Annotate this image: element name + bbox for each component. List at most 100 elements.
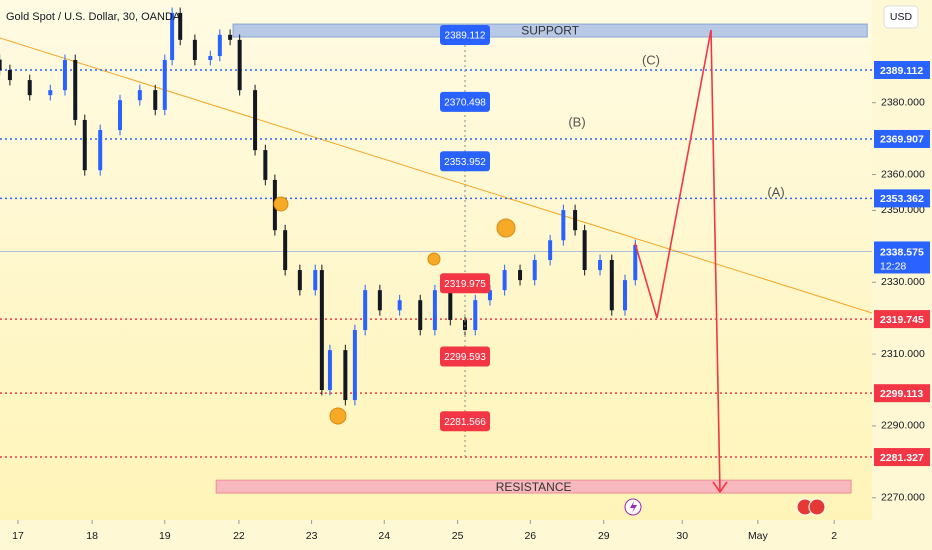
x-tick-label: May bbox=[748, 530, 769, 542]
candle-body bbox=[263, 150, 268, 180]
candle-body bbox=[598, 260, 603, 271]
x-tick-label: 26 bbox=[524, 530, 536, 542]
wave-label: (A) bbox=[767, 184, 784, 199]
candle-body bbox=[548, 240, 553, 260]
candle-body bbox=[432, 290, 437, 331]
level-tag-label: 2299.113 bbox=[880, 388, 923, 400]
zone bbox=[215, 479, 852, 494]
candle-body bbox=[73, 59, 78, 120]
zone-label: SUPPORT bbox=[521, 24, 579, 38]
candle-body bbox=[623, 280, 628, 311]
event-icon[interactable] bbox=[808, 498, 826, 516]
level-tag bbox=[874, 189, 930, 208]
y-tick-label: 2270.000 bbox=[881, 492, 925, 504]
candle-body bbox=[178, 12, 183, 40]
level-tag-label: 2369.907 bbox=[880, 134, 924, 146]
level-tag-label: 2319.745 bbox=[880, 314, 924, 326]
level-tag bbox=[874, 448, 930, 467]
candle-body bbox=[217, 34, 222, 57]
x-tick-label: 19 bbox=[159, 530, 171, 542]
candle-body bbox=[162, 59, 167, 110]
x-tick-label: 25 bbox=[452, 530, 464, 542]
y-tick-label: 2380.000 bbox=[881, 96, 925, 108]
candle-body bbox=[418, 300, 423, 331]
currency-button[interactable] bbox=[883, 5, 919, 29]
candle-body bbox=[633, 244, 638, 281]
candle-body bbox=[297, 270, 302, 291]
candle-body bbox=[582, 230, 587, 271]
candle-body bbox=[153, 90, 158, 110]
level-tag bbox=[874, 384, 930, 403]
measure-box bbox=[440, 411, 490, 432]
candle-body bbox=[283, 230, 288, 271]
candle-body bbox=[518, 270, 523, 281]
marker bbox=[273, 196, 289, 212]
projection-path bbox=[634, 29, 721, 493]
measure-box bbox=[440, 273, 490, 294]
y-tick-label: 2330.000 bbox=[881, 276, 925, 288]
candle-body bbox=[253, 90, 258, 151]
candle-body bbox=[327, 350, 332, 390]
level-tag-label: 2353.362 bbox=[880, 193, 924, 205]
trendline bbox=[0, 37, 873, 314]
candle-body bbox=[609, 260, 614, 311]
candle-body bbox=[532, 260, 537, 281]
currency[interactable]: USD bbox=[890, 11, 913, 23]
candle-body bbox=[237, 39, 242, 91]
x-tick-label: 29 bbox=[598, 530, 610, 542]
candle-body bbox=[208, 56, 213, 60]
candle-body bbox=[448, 290, 453, 320]
candle-body bbox=[98, 130, 103, 171]
x-tick-label: 18 bbox=[86, 530, 98, 542]
zone-label: RESISTANCE bbox=[496, 480, 572, 494]
candle-body bbox=[118, 100, 123, 130]
candle-body bbox=[473, 300, 478, 331]
wave-label: (B) bbox=[568, 114, 585, 129]
measure-box bbox=[440, 151, 490, 172]
x-tick-label: 17 bbox=[12, 530, 24, 542]
measure-label: 2353.952 bbox=[444, 157, 486, 168]
measure-label: 2389.112 bbox=[445, 31, 486, 42]
projection-arrow bbox=[712, 481, 728, 494]
candle-body bbox=[192, 39, 197, 60]
candle-body bbox=[62, 59, 67, 91]
current-price-label: 2338.575 bbox=[880, 246, 924, 258]
x-tick-label: 23 bbox=[306, 530, 318, 542]
y-tick-label: 2360.000 bbox=[881, 168, 925, 180]
candle-body bbox=[7, 70, 12, 81]
level-tag bbox=[874, 60, 930, 79]
wave-label: (C) bbox=[642, 52, 660, 67]
level-tag bbox=[874, 129, 930, 148]
level-tag-label: 2389.112 bbox=[880, 65, 923, 77]
candle-body bbox=[363, 290, 368, 331]
measure-box bbox=[440, 346, 490, 367]
candle-body bbox=[0, 59, 2, 71]
candle-body bbox=[228, 34, 233, 40]
candle-body bbox=[170, 12, 175, 60]
measure-box bbox=[440, 24, 490, 45]
candle-body bbox=[397, 300, 402, 311]
y-tick-label: 2290.000 bbox=[881, 420, 925, 432]
candle-body bbox=[137, 90, 142, 101]
marker bbox=[496, 218, 516, 238]
measure-label: 2281.566 bbox=[444, 417, 486, 428]
candle-body bbox=[573, 210, 578, 231]
level-tag bbox=[874, 310, 930, 329]
candle-body bbox=[82, 119, 87, 171]
measure-label: 2319.975 bbox=[444, 279, 486, 290]
current-price-tag bbox=[874, 241, 930, 274]
candle-body bbox=[319, 270, 324, 390]
marker bbox=[329, 407, 347, 425]
y-tick-label: 2310.000 bbox=[881, 348, 925, 360]
candle-body bbox=[561, 210, 566, 241]
x-tick-label: 22 bbox=[233, 530, 245, 542]
measure-label: 2299.593 bbox=[444, 352, 486, 363]
event-icon-bolt bbox=[630, 501, 637, 513]
measure-label: 2370.498 bbox=[444, 97, 486, 108]
candle-body bbox=[313, 270, 318, 291]
x-tick-label: 30 bbox=[676, 530, 688, 542]
measure-box bbox=[440, 91, 490, 112]
level-tag-label: 2281.327 bbox=[880, 452, 924, 464]
candle-body bbox=[487, 290, 492, 301]
